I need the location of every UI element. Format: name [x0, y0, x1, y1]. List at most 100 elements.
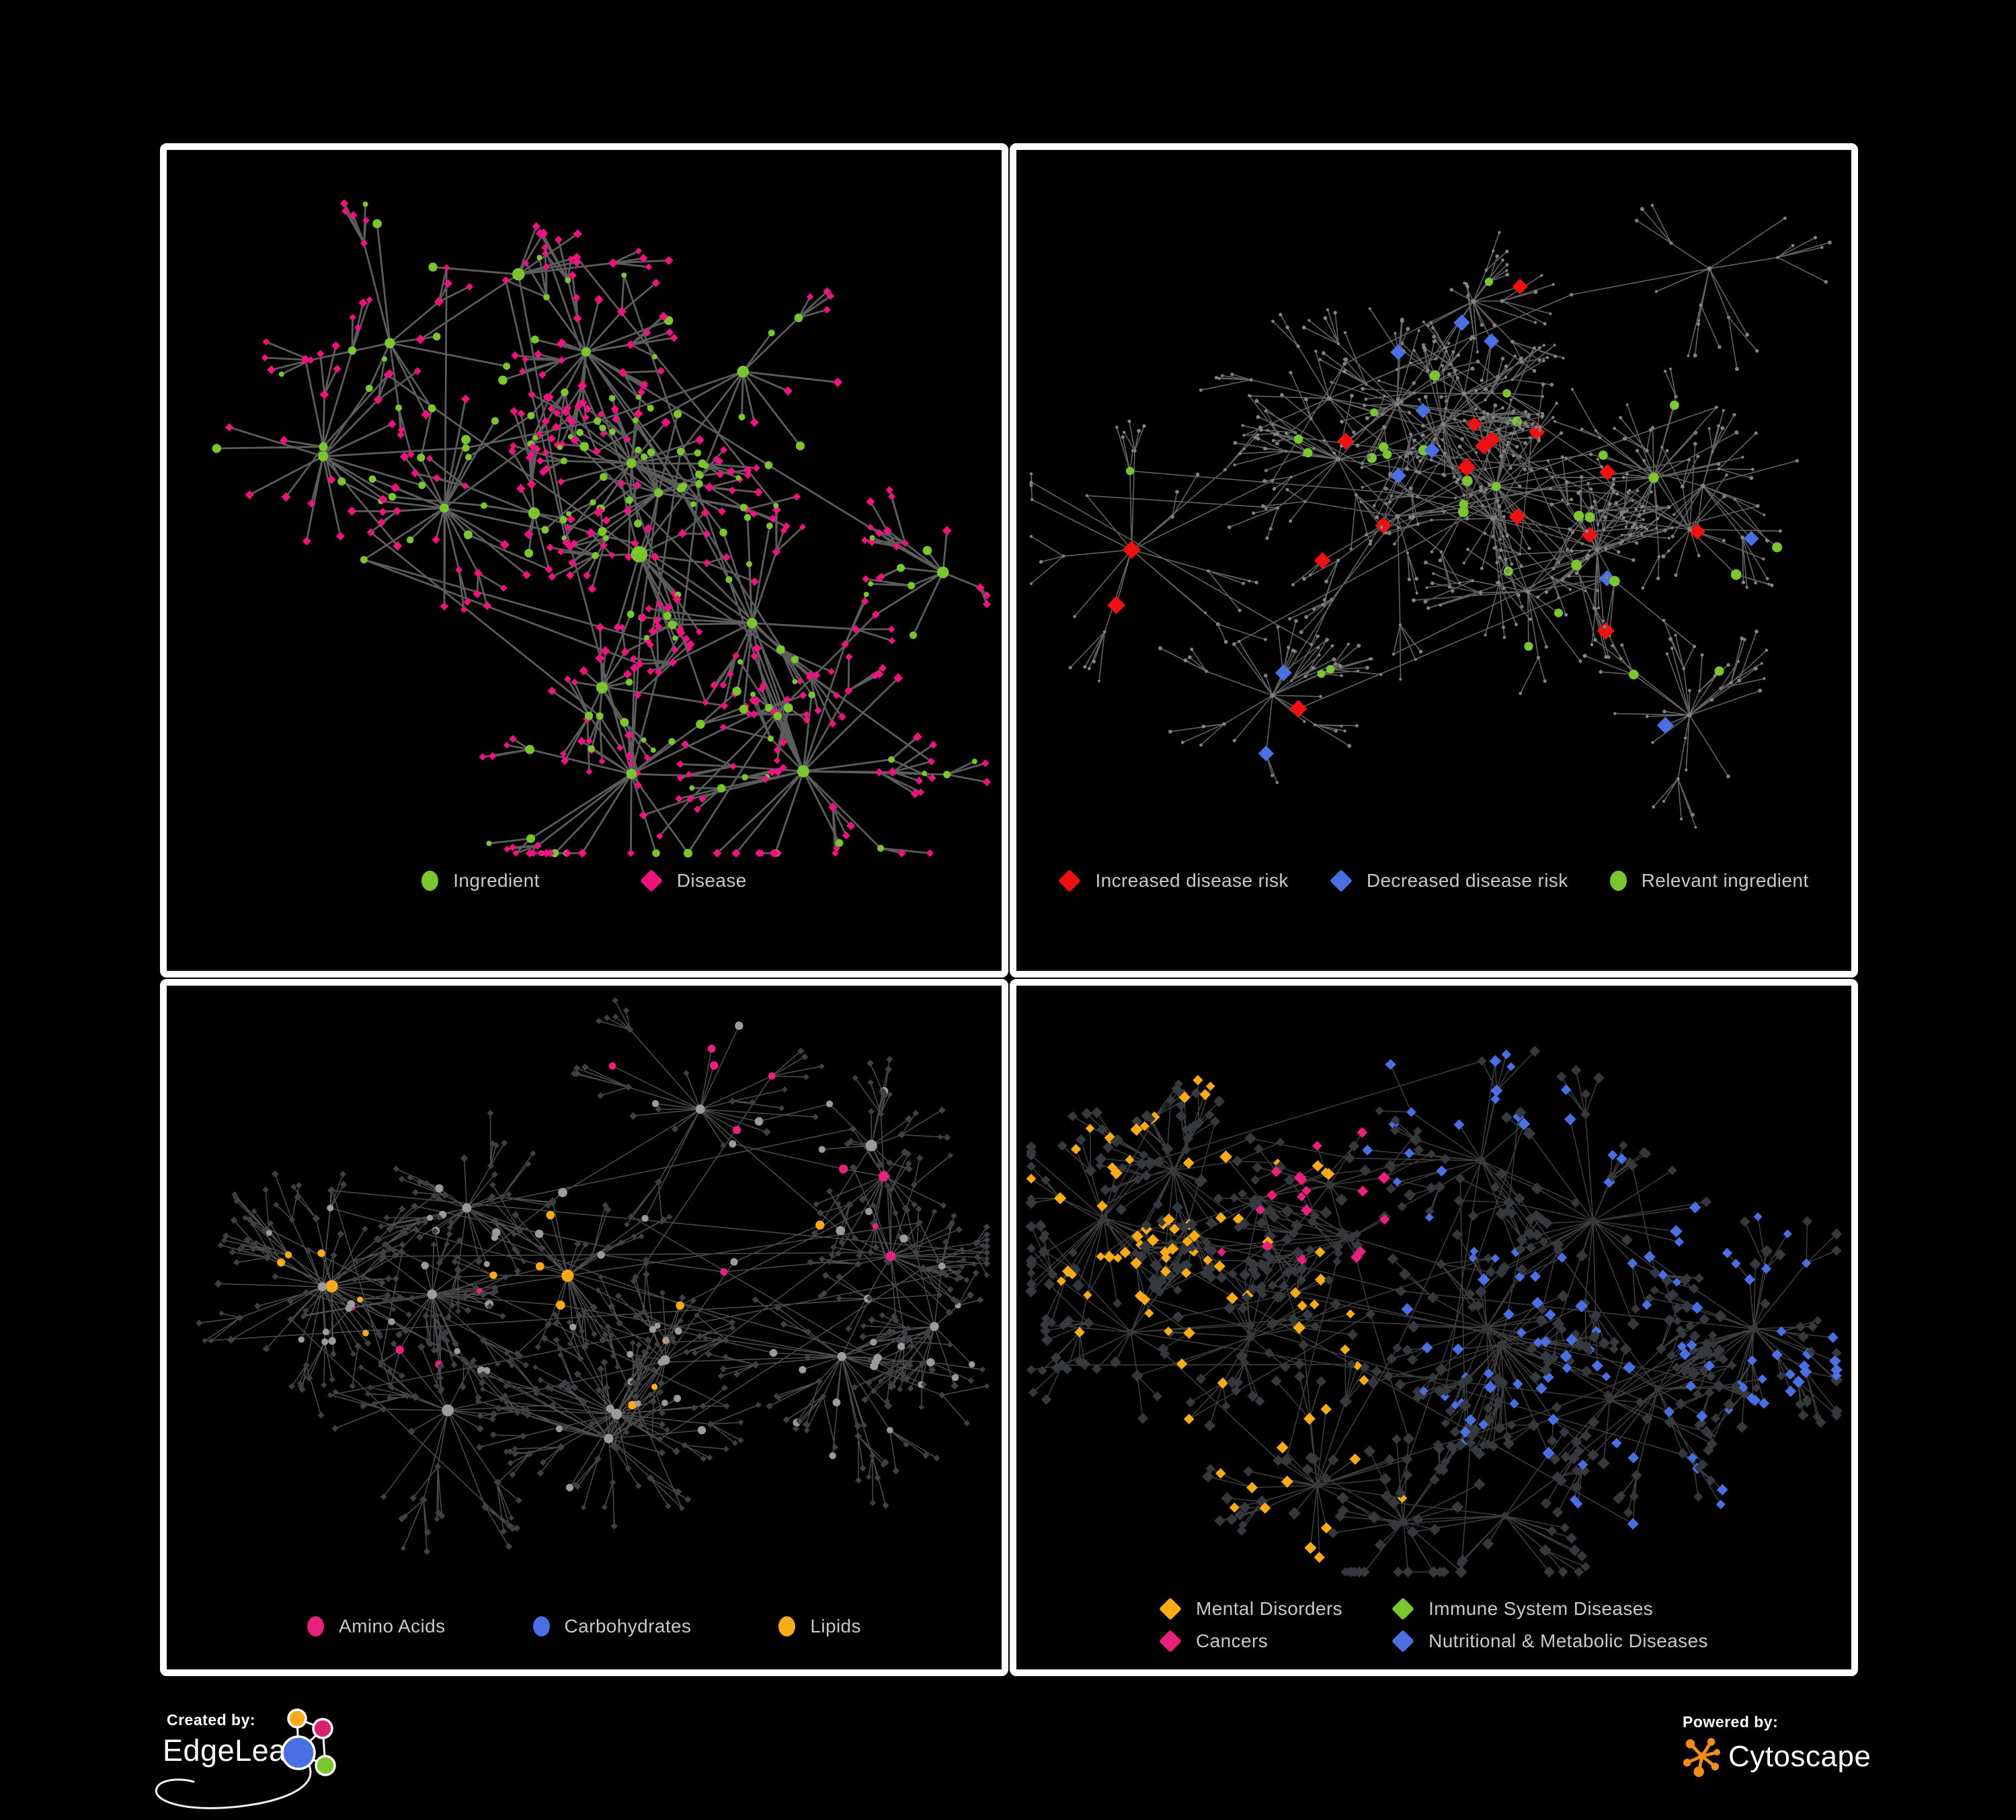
network-node — [460, 606, 468, 613]
network-node — [1342, 369, 1346, 374]
network-node — [1470, 366, 1475, 371]
network-node — [264, 1253, 272, 1262]
network-node — [1026, 1269, 1036, 1278]
legend-ingredient-disease: Ingredient Disease — [167, 869, 1002, 892]
network-node — [1497, 1341, 1505, 1349]
network-node — [1380, 413, 1384, 416]
network-node — [595, 506, 604, 516]
network-node — [1039, 560, 1043, 564]
network-node — [720, 701, 729, 710]
network-node — [818, 1146, 825, 1153]
network-node — [481, 1503, 489, 1511]
network-node — [1158, 1343, 1169, 1355]
network-node — [434, 1515, 440, 1522]
network-node — [643, 1256, 650, 1263]
network-node — [773, 711, 782, 721]
network-node — [503, 1398, 510, 1406]
network-node — [546, 543, 555, 552]
network-node — [491, 1171, 498, 1178]
network-node — [1583, 1345, 1593, 1355]
network-node — [303, 1307, 309, 1314]
network-node — [1249, 378, 1253, 382]
network-node — [1523, 410, 1528, 414]
network-node — [710, 681, 719, 690]
network-node — [1706, 1438, 1718, 1450]
network-node — [1353, 1361, 1363, 1371]
network-node — [1474, 1448, 1486, 1460]
network-node — [972, 1269, 979, 1277]
network-node — [1637, 513, 1642, 518]
disease-diamond-icon — [639, 869, 663, 892]
network-node — [1566, 547, 1569, 551]
network-node — [1598, 510, 1601, 513]
network-node — [437, 1362, 445, 1370]
network-node — [1336, 1492, 1349, 1505]
network-node — [641, 1349, 647, 1355]
network-node — [488, 752, 497, 760]
network-node — [1447, 342, 1451, 345]
network-node — [1346, 1233, 1356, 1242]
network-node — [335, 532, 345, 541]
legend-item-mental-disorders: Mental Disorders — [1159, 1597, 1342, 1620]
network-node — [528, 391, 536, 399]
network-node — [575, 1311, 583, 1320]
network-node — [695, 628, 703, 636]
network-node — [949, 1220, 955, 1226]
network-node — [1518, 426, 1522, 430]
network-node — [1498, 231, 1501, 234]
network-node — [883, 1092, 889, 1098]
network-node — [454, 1273, 462, 1281]
network-node — [426, 1339, 434, 1347]
network-node — [1498, 555, 1502, 560]
network-node — [489, 1415, 496, 1423]
network-node — [1523, 422, 1528, 426]
network-node — [647, 1391, 654, 1398]
network-node — [1359, 1164, 1371, 1177]
network-node — [697, 1426, 707, 1435]
network-node — [393, 1165, 400, 1173]
network-node — [750, 691, 756, 697]
network-node — [1717, 467, 1721, 471]
network-node — [509, 843, 517, 851]
nutrient-classes-network-graph — [196, 997, 991, 1555]
network-node — [886, 1328, 894, 1336]
network-node — [225, 423, 234, 432]
network-node — [1625, 509, 1629, 512]
network-node — [1755, 349, 1759, 353]
network-node — [897, 848, 906, 858]
network-node — [731, 1439, 738, 1446]
network-node — [1631, 558, 1636, 562]
network-node — [1402, 349, 1406, 353]
network-node — [1068, 666, 1072, 670]
network-node — [1462, 475, 1473, 487]
network-node — [1312, 1160, 1324, 1172]
network-node — [1092, 660, 1096, 664]
network-node — [500, 1528, 508, 1535]
network-node — [823, 306, 831, 314]
network-node — [1531, 1182, 1543, 1195]
network-node — [1183, 1413, 1195, 1425]
network-node — [1054, 1192, 1067, 1205]
network-node — [882, 1501, 889, 1509]
network-node — [1102, 630, 1106, 634]
network-node — [392, 1252, 399, 1259]
network-node — [1127, 420, 1131, 424]
network-node — [542, 393, 551, 401]
network-node — [1504, 364, 1508, 368]
network-node — [1584, 512, 1595, 522]
network-node — [561, 407, 570, 417]
network-node — [385, 369, 394, 378]
network-node — [288, 1383, 295, 1390]
network-node — [1542, 344, 1545, 347]
network-node — [424, 1528, 432, 1536]
network-node — [230, 1216, 238, 1224]
network-node — [1312, 446, 1316, 450]
network-node — [1187, 1242, 1197, 1253]
network-node — [1566, 1333, 1578, 1346]
network-node — [1635, 526, 1639, 530]
network-node — [617, 479, 626, 488]
network-node — [1669, 241, 1673, 245]
network-node — [1226, 1376, 1238, 1388]
network-node — [327, 1204, 334, 1212]
network-node — [432, 332, 441, 341]
